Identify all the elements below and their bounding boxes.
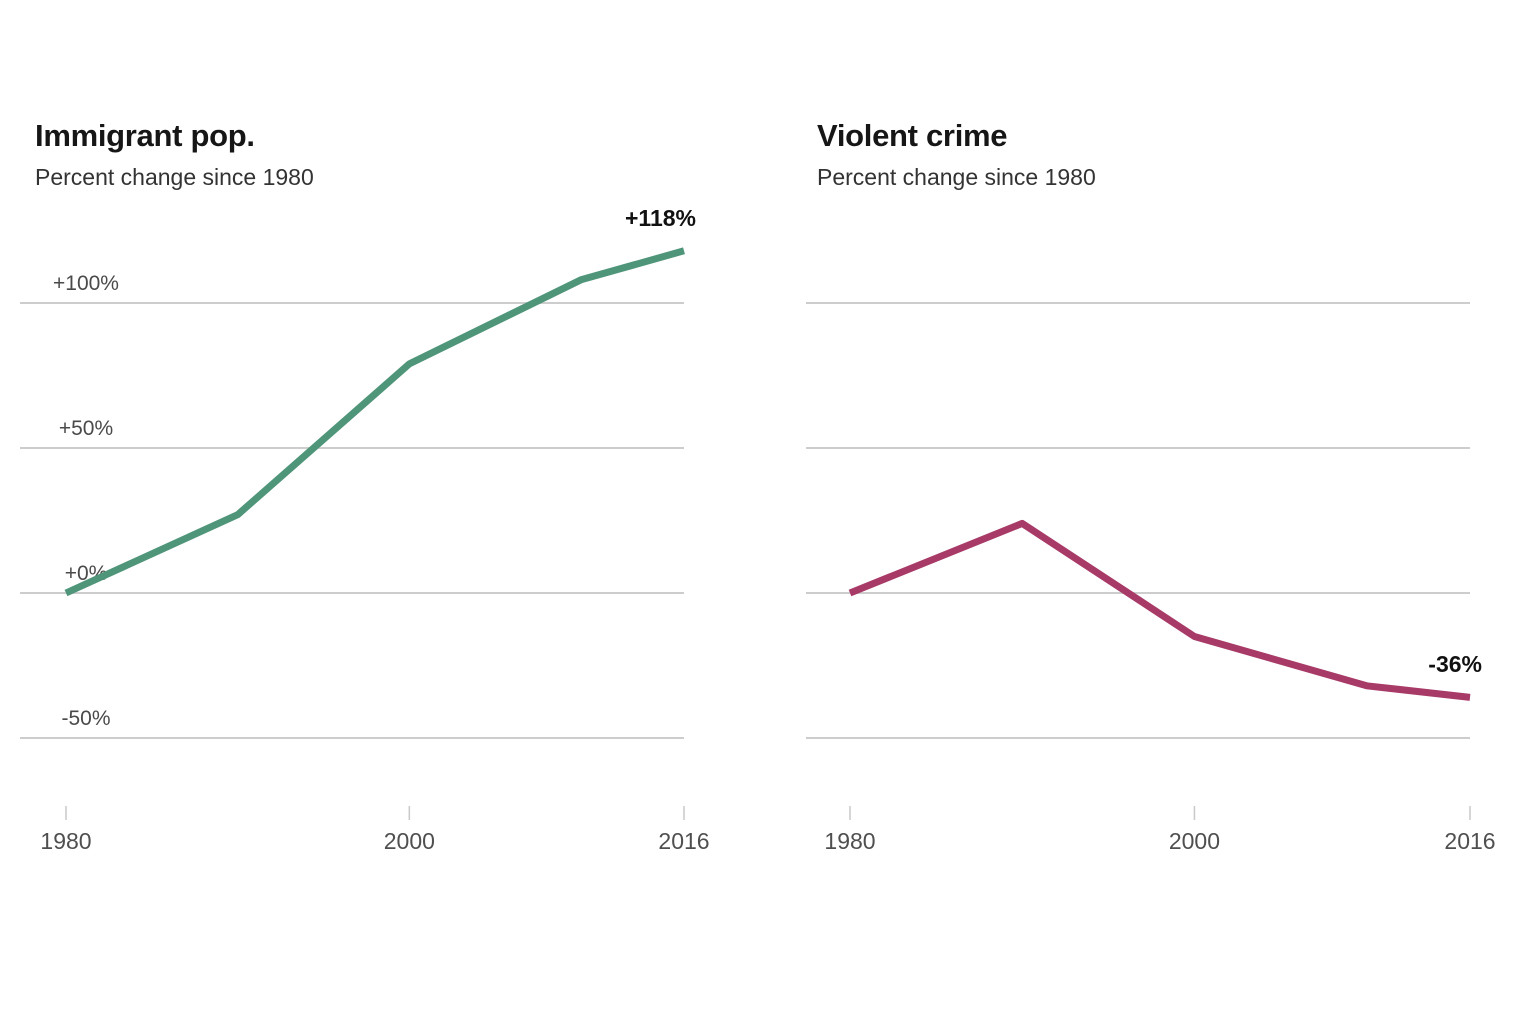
chart-panel-1 (806, 302, 1471, 820)
chart-title-violent-crime: Violent crime (817, 118, 1008, 153)
immigrant-population-percent-change-line (64, 247, 685, 597)
chart-subtitle-immigrant-pop: Percent change since 1980 (35, 164, 314, 190)
chart-subtitle-violent-crime: Percent change since 1980 (817, 164, 1096, 190)
chart-title-immigrant-pop: Immigrant pop. (35, 118, 255, 153)
chart-panel-0 (20, 247, 685, 820)
violent-crime-percent-change-line (848, 519, 1471, 701)
